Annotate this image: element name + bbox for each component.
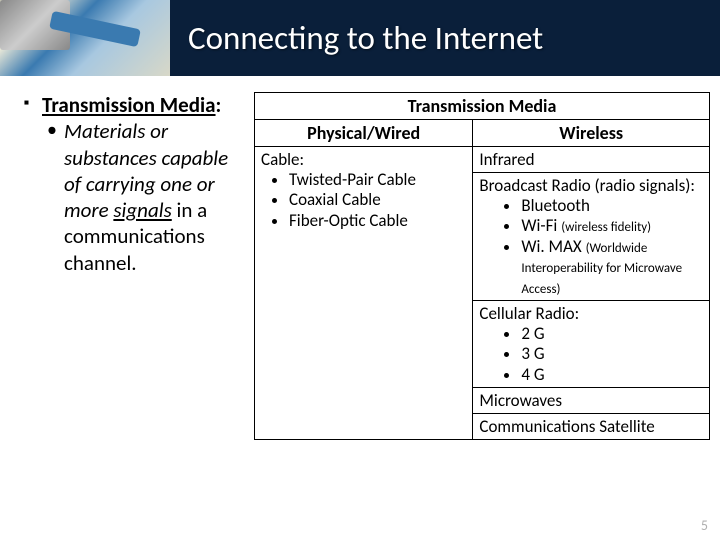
microwaves-cell: Microwaves <box>473 388 710 414</box>
list-item: 4 G <box>521 365 703 385</box>
broadcast-label: Broadcast Radio (radio signals): <box>479 175 703 196</box>
physical-cell: Cable: Twisted-Pair Cable Coaxial Cable … <box>255 147 473 440</box>
list-item: Wi-Fi (wireless fidelity) <box>521 216 703 236</box>
broadcast-cell: Broadcast Radio (radio signals): Bluetoo… <box>473 173 710 301</box>
term-definition: Materials or substances capable of carry… <box>22 118 250 276</box>
broadcast-list: Bluetooth Wi-Fi (wireless fidelity) Wi. … <box>479 196 703 298</box>
definition-underlined: signals <box>113 197 171 223</box>
header-image <box>0 0 170 76</box>
term-colon: : <box>216 92 222 118</box>
cable-label: Cable: <box>261 149 466 170</box>
satellite-cell: Communications Satellite <box>473 414 710 440</box>
list-item: Wi. MAX (Worldwide Interoperability for … <box>521 237 703 298</box>
slide-content: Transmission Media: Materials or substan… <box>0 76 720 450</box>
cellular-cell: Cellular Radio: 2 G 3 G 4 G <box>473 300 710 387</box>
item-note: (wireless fidelity) <box>561 220 651 235</box>
cable-list: Twisted-Pair Cable Coaxial Cable Fiber-O… <box>261 170 466 231</box>
item-main: Wi-Fi <box>521 215 561 236</box>
col-wireless-head: Wireless <box>473 120 710 147</box>
col-physical-head: Physical/Wired <box>255 120 473 147</box>
list-item: 3 G <box>521 344 703 364</box>
page-number: 5 <box>701 517 708 534</box>
definition-column: Transmission Media: Materials or substan… <box>22 92 250 440</box>
term-text: Transmission Media <box>42 92 216 118</box>
cellular-list: 2 G 3 G 4 G <box>479 324 703 385</box>
list-item: Coaxial Cable <box>289 190 466 210</box>
table-title: Transmission Media <box>255 93 710 120</box>
term-heading: Transmission Media: <box>22 92 250 118</box>
transmission-media-table: Transmission Media Physical/Wired Wirele… <box>254 92 710 440</box>
infrared-cell: Infrared <box>473 147 710 173</box>
list-item: Bluetooth <box>521 196 703 216</box>
item-main: Wi. MAX <box>521 236 585 257</box>
table-column: Transmission Media Physical/Wired Wirele… <box>254 92 710 440</box>
cellular-label: Cellular Radio: <box>479 303 703 324</box>
list-item: Twisted-Pair Cable <box>289 170 466 190</box>
title-bar: Connecting to the Internet <box>0 0 720 76</box>
list-item: 2 G <box>521 324 703 344</box>
item-main: Bluetooth <box>521 195 590 216</box>
slide-title: Connecting to the Internet <box>170 18 720 58</box>
list-item: Fiber-Optic Cable <box>289 211 466 231</box>
